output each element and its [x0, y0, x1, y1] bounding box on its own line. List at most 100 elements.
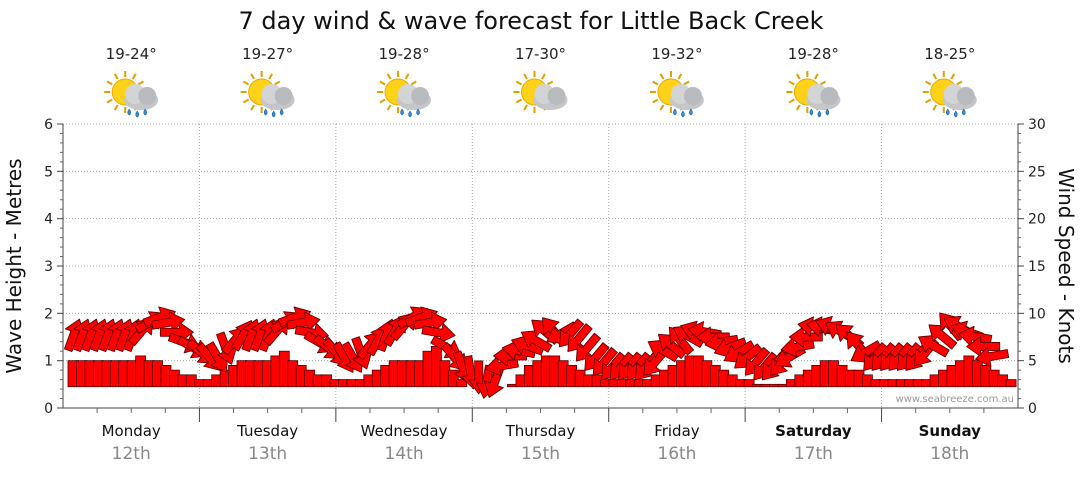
sun-ray: [515, 80, 523, 86]
day-date: 13th: [248, 444, 287, 464]
right-tick-label: 15: [1028, 259, 1046, 275]
right-tick-label: 30: [1028, 117, 1046, 133]
day-temperature: 19-28°: [788, 45, 839, 63]
day-temperature: 19-32°: [651, 45, 702, 63]
sun-ray: [386, 104, 392, 111]
right-tick-label: 0: [1028, 401, 1037, 417]
day-name: Sunday: [919, 422, 982, 440]
cloud-part: [820, 87, 839, 105]
wave-bar: [456, 379, 468, 388]
wave-bar: [1005, 379, 1017, 388]
weather-row: 19-24° 19-27° 19-28° 17-30° 19-32° 19-28° 18-2…: [104, 45, 977, 118]
day-temperature: 17-30°: [515, 45, 566, 63]
cloud-part: [683, 87, 702, 105]
sun-ray: [956, 80, 963, 86]
wave-bar: [447, 369, 459, 388]
rain-drop: [809, 108, 814, 116]
sun-ray: [523, 73, 528, 80]
sun-ray: [541, 73, 546, 80]
cloud-part: [956, 87, 975, 105]
rain-drop: [945, 108, 950, 116]
rain-drop: [689, 108, 693, 116]
sun-ray: [410, 80, 417, 86]
sun-ray: [950, 73, 956, 80]
left-tick-label: 6: [44, 117, 53, 133]
sun-cloud-rain-icon: [104, 71, 159, 118]
rain-drop: [408, 110, 412, 118]
right-axis-label: Wind Speed - Knots: [1054, 168, 1078, 364]
sun-ray: [242, 98, 250, 104]
rain-drop: [135, 110, 140, 118]
rain-drop: [143, 108, 148, 116]
sun-ray: [113, 104, 119, 111]
day-date: 17th: [794, 444, 833, 464]
sun-ray: [925, 98, 932, 104]
sun-ray: [131, 73, 137, 80]
day-labels: Monday 12th Tuesday 13th Wednesday 14th Thursd…: [102, 422, 982, 464]
right-tick-label: 25: [1028, 164, 1046, 180]
sun-ray: [106, 98, 113, 104]
sun-ray: [788, 80, 795, 86]
rain-drop: [127, 108, 132, 116]
day-temperature: 18-25°: [924, 45, 975, 63]
sun-ray: [795, 73, 801, 80]
day-name: Wednesday: [361, 422, 448, 440]
cloud-part: [411, 87, 430, 105]
sun-ray: [379, 80, 386, 86]
day-date: 16th: [657, 444, 696, 464]
sun-ray: [659, 104, 665, 111]
sun-ray: [515, 98, 523, 104]
left-tick-label: 5: [44, 164, 53, 180]
sun-ray: [932, 73, 938, 80]
sun-ray: [268, 73, 274, 80]
sun-cloud-rain-icon: [786, 71, 841, 118]
cloud-part: [138, 87, 157, 105]
axes: 0 1 2 3 4 5 6 0 5 10 15 20 25 30: [44, 117, 1046, 422]
sun-ray: [652, 98, 659, 104]
day-temperature: 19-28°: [379, 45, 430, 63]
sun-ray: [925, 80, 932, 86]
day-date: 15th: [521, 444, 560, 464]
cloud-part: [547, 87, 566, 105]
rain-drop: [279, 108, 284, 116]
rain-drop: [961, 108, 966, 116]
cloud-part: [274, 87, 293, 105]
sun-ray: [813, 73, 819, 80]
sun-ray: [250, 73, 256, 80]
right-tick-label: 10: [1028, 306, 1046, 322]
rain-drop: [400, 108, 404, 116]
rain-drop: [271, 110, 276, 118]
rain-drop: [825, 108, 830, 116]
sun-ray: [379, 98, 386, 104]
left-axis-label: Wave Height - Metres: [2, 158, 26, 373]
left-tick-label: 4: [44, 212, 53, 228]
sun-ray: [683, 80, 690, 86]
rain-drop: [681, 110, 685, 118]
sun-cloud-rain-icon: [922, 71, 977, 118]
day-date: 14th: [385, 444, 424, 464]
sun-cloud-icon: [513, 71, 568, 113]
chart-title: 7 day wind & wave forecast for Little Ba…: [239, 7, 824, 35]
sun-cloud-rain-icon: [240, 71, 295, 118]
left-tick-label: 1: [44, 354, 53, 370]
left-tick-label: 2: [44, 306, 53, 322]
sun-ray: [523, 104, 528, 111]
right-tick-label: 5: [1028, 354, 1037, 370]
day-name: Thursday: [505, 422, 576, 440]
rain-drop: [673, 108, 677, 116]
rain-drop: [263, 108, 268, 116]
sun-ray: [659, 73, 665, 80]
sun-ray: [795, 104, 801, 111]
day-temperature: 19-27°: [242, 45, 293, 63]
sun-ray: [546, 80, 554, 86]
sun-ray: [274, 80, 281, 86]
sun-cloud-rain-icon: [377, 71, 432, 118]
rain-drop: [817, 110, 822, 118]
wind-arrows: [64, 306, 1010, 399]
wind-arrow: [975, 346, 1010, 368]
sun-ray: [788, 98, 795, 104]
sun-ray: [652, 80, 659, 86]
sun-cloud-rain-icon: [649, 71, 704, 118]
